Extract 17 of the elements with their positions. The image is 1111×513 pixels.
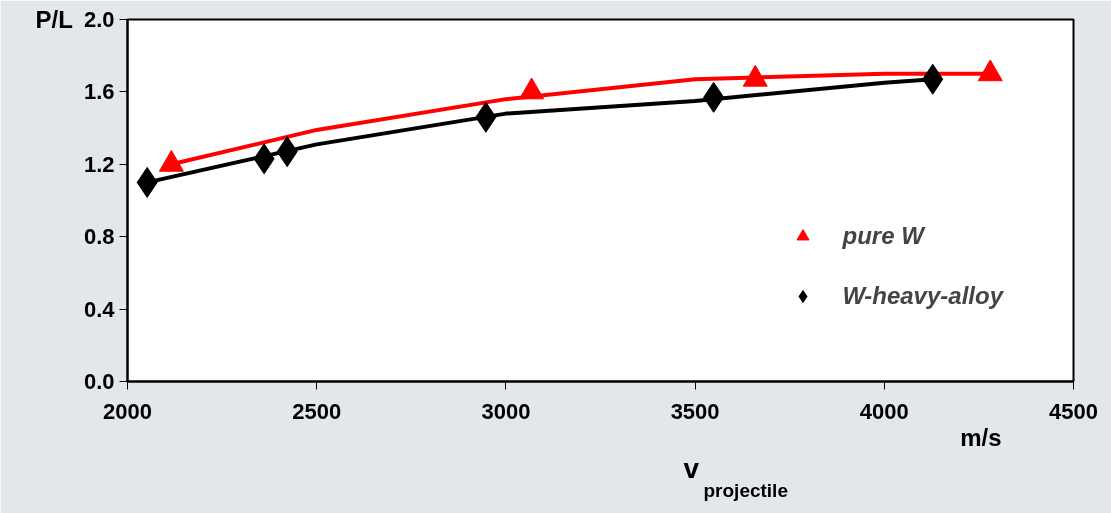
x-axis-title: vprojectile [683, 452, 788, 501]
x-tick-label: 3000 [481, 398, 531, 424]
legend-label: W-heavy-alloy [842, 282, 1003, 310]
y-tick-label: 1.2 [83, 151, 115, 177]
legend-label: pure W [842, 222, 924, 250]
x-tick-label: 2000 [103, 398, 152, 424]
y-tick-label: 0.8 [83, 224, 115, 250]
x-tick-label: 4000 [859, 398, 909, 424]
y-tick-label: 0.4 [83, 296, 116, 322]
y-axis-title: P/L [35, 6, 73, 33]
x-tick-label: 4500 [1049, 398, 1098, 424]
y-tick-label: 0.0 [83, 369, 115, 394]
y-tick-label: 2.0 [83, 7, 115, 32]
y-tick-label: 1.6 [83, 79, 115, 105]
text: m/s [960, 423, 1002, 451]
x-tick-label: 3500 [670, 398, 720, 424]
x-tick-label: 2500 [292, 398, 342, 424]
